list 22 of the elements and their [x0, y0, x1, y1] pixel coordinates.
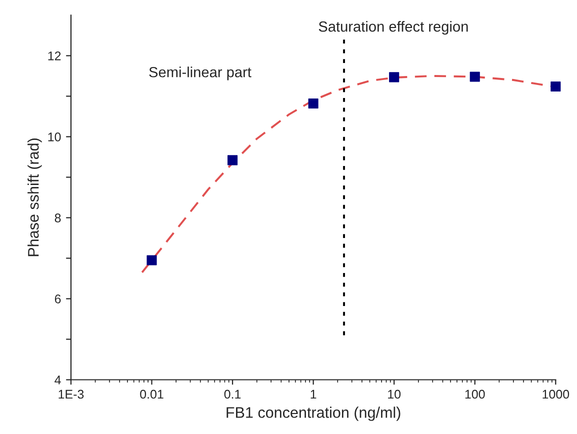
x-tick-label: 1000 [542, 390, 570, 399]
point [389, 72, 400, 82]
annotation: Saturation effect region [318, 21, 468, 35]
x-tick-label: 0.1 [224, 390, 241, 399]
y-axis-title: Phase sshift (rad) [28, 138, 42, 256]
x-tick-label: 0.01 [140, 390, 164, 399]
y-tick-label: 10 [48, 132, 61, 142]
annotation: Semi-linear part [149, 66, 252, 80]
y-tick-label: 4 [54, 376, 61, 384]
point [308, 98, 318, 109]
x-tick-label: 1E-3 [58, 390, 84, 399]
y-tick-label: 12 [48, 51, 61, 60]
x-tick-label: 100 [465, 390, 485, 399]
y-tick-label: 8 [54, 214, 61, 222]
y-tick-label: 6 [54, 294, 61, 304]
point [550, 81, 561, 92]
point [227, 155, 238, 166]
x-tick-label: 10 [388, 390, 401, 399]
point [470, 72, 480, 82]
x-tick-label: 1 [310, 390, 316, 399]
point [146, 255, 157, 266]
x-axis-title: FB1 concentration (ng/ml) [226, 406, 400, 421]
